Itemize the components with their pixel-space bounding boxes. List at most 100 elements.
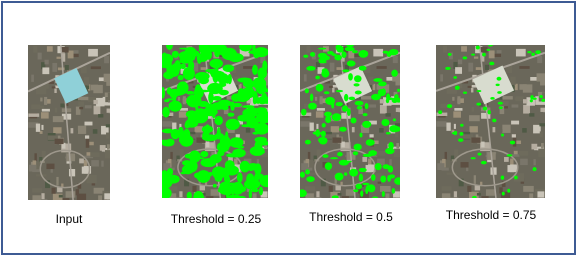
image-texture [469, 191, 479, 198]
mask-blob [324, 162, 333, 170]
image-texture [90, 66, 101, 70]
image-texture [167, 186, 178, 191]
mask-blob [165, 45, 173, 50]
image-texture [199, 185, 206, 191]
image-texture [471, 87, 474, 93]
mask-blob [304, 88, 309, 94]
mask-blob [177, 74, 184, 81]
image-texture [56, 56, 61, 59]
mask-blob [460, 123, 464, 127]
mask-blob [321, 69, 330, 78]
image-texture [474, 185, 481, 191]
image-texture [311, 196, 322, 198]
image-texture [457, 59, 463, 65]
image-texture [34, 161, 41, 170]
image-texture [334, 175, 337, 184]
image-texture [92, 129, 98, 134]
image-texture [455, 67, 463, 74]
caption: Threshold = 0.75 [446, 208, 537, 222]
mask-blob [459, 132, 464, 136]
mask-blob [353, 143, 362, 151]
image-texture [510, 158, 514, 166]
mask-blob [188, 60, 195, 71]
image-texture [101, 147, 110, 152]
image-texture [83, 155, 94, 159]
mask-blob [371, 174, 376, 181]
image-texture [194, 126, 203, 133]
image-texture [446, 85, 457, 94]
mask-blob [256, 75, 265, 87]
mask-blob [300, 171, 305, 178]
mask-blob [239, 160, 251, 173]
image-texture [62, 198, 70, 200]
mask-blob [222, 64, 235, 72]
mask-blob [224, 191, 232, 196]
mask-blob [486, 48, 491, 51]
image-texture [499, 187, 503, 194]
image-texture [77, 96, 89, 101]
image-texture [77, 125, 87, 134]
image-texture [389, 146, 400, 151]
image-texture [345, 189, 356, 196]
image-texture [446, 172, 458, 175]
mask-blob [223, 138, 232, 148]
image-texture [71, 53, 79, 58]
image-texture [469, 115, 480, 122]
mask-blob [341, 105, 348, 112]
image-texture [353, 53, 361, 57]
image-texture [392, 73, 400, 82]
mask-blob [247, 84, 251, 89]
image-texture [61, 46, 69, 53]
image-texture [395, 107, 400, 112]
image-texture [397, 92, 400, 99]
mask-blob [470, 157, 476, 160]
image-texture [262, 131, 266, 138]
mask-blob [396, 88, 400, 92]
mask-blob [492, 118, 497, 123]
image-texture [106, 78, 110, 86]
image-texture [205, 141, 210, 148]
mask-blob [168, 100, 182, 112]
image-texture [44, 83, 49, 89]
mask-blob [446, 104, 453, 109]
image-texture [485, 189, 496, 196]
mask-blob [236, 172, 243, 183]
image-texture [344, 64, 349, 71]
image-texture [80, 66, 87, 74]
mask-blob [331, 113, 342, 121]
mask-blob [471, 53, 475, 56]
image-texture [355, 50, 361, 54]
image-texture [369, 104, 377, 108]
image-texture [392, 55, 398, 64]
image-texture [44, 99, 51, 104]
mask-blob [438, 110, 443, 115]
image-texture [44, 96, 48, 105]
image-texture [167, 193, 177, 198]
image-texture [379, 84, 390, 93]
mask-blob [188, 150, 201, 163]
image-texture [46, 46, 53, 52]
image-texture [457, 82, 463, 89]
image-texture [534, 128, 539, 132]
image-texture [256, 159, 260, 166]
image-texture [309, 122, 314, 131]
image-texture [44, 59, 49, 65]
mask-blob [391, 188, 396, 194]
image-texture [98, 195, 103, 200]
image-texture [480, 46, 488, 53]
image-texture [529, 113, 535, 117]
image-texture [64, 65, 69, 71]
image-texture [380, 185, 391, 192]
image-texture [502, 96, 513, 100]
image-texture [317, 67, 325, 74]
mask-blob [330, 157, 339, 160]
image-texture [28, 113, 40, 117]
mask-blob [501, 133, 505, 137]
mask-blob [171, 50, 179, 58]
image-texture [480, 181, 483, 187]
image-texture [90, 152, 100, 158]
mask-blob [373, 78, 383, 82]
mask-blob [350, 117, 357, 124]
mask-blob [475, 45, 480, 50]
image-texture [56, 176, 59, 186]
